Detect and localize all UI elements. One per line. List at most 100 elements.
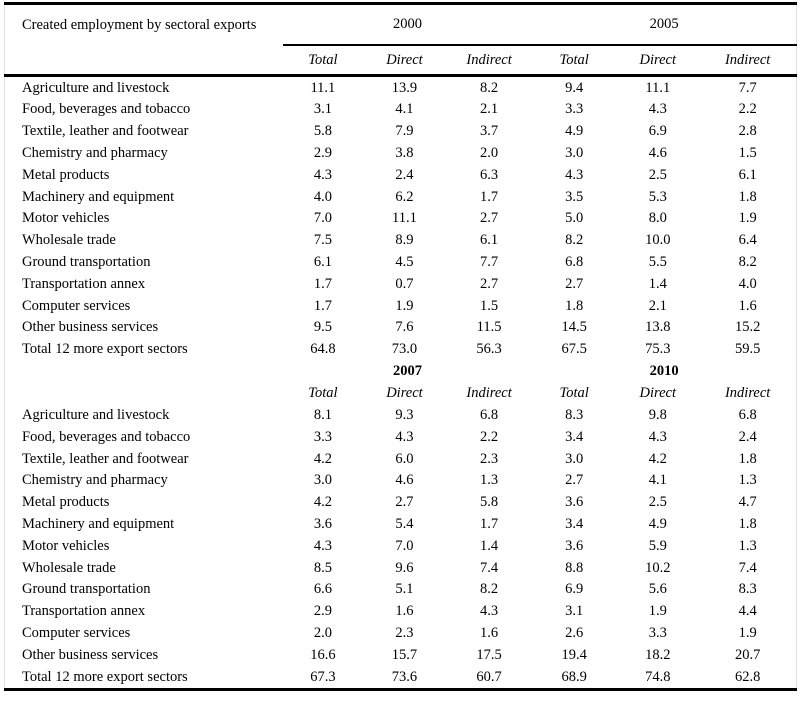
- value-indirect-b: 2.8: [738, 123, 757, 140]
- value-total-a: 3.3: [313, 428, 332, 445]
- value-direct-b: 5.5: [648, 254, 667, 271]
- value-direct-a: 73.6: [391, 668, 418, 685]
- table-row: Metal products 4.3 2.4 6.3 4.3 2.5 6.1: [5, 164, 797, 186]
- value-indirect-b: 1.6: [738, 297, 757, 314]
- value-total-b: 4.9: [565, 123, 584, 140]
- table-row: Other business services 9.5 7.6 11.5 14.…: [5, 317, 797, 339]
- value-indirect-a: 7.7: [480, 254, 499, 271]
- value-direct-b: 6.9: [648, 123, 667, 140]
- col-header-direct: Direct: [616, 45, 700, 77]
- value-direct-a: 73.0: [391, 341, 418, 358]
- table-row: Chemistry and pharmacy 3.0 4.6 1.3 2.7 4…: [5, 470, 797, 492]
- value-total-b: 2.7: [565, 472, 584, 489]
- table-row: Motor vehicles 7.0 11.1 2.7 5.0 8.0 1.9: [5, 208, 797, 230]
- value-total-a: 6.6: [313, 581, 332, 598]
- value-total-a: 9.5: [313, 319, 332, 336]
- value-total-a: 1.7: [313, 275, 332, 292]
- value-indirect-b: 8.3: [738, 581, 757, 598]
- value-indirect-b: 1.8: [738, 450, 757, 467]
- value-direct-b: 2.5: [648, 166, 667, 183]
- value-total-b: 3.6: [565, 494, 584, 511]
- value-direct-b: 4.2: [648, 450, 667, 467]
- value-direct-a: 3.8: [395, 145, 414, 162]
- value-indirect-a: 6.1: [480, 232, 499, 249]
- value-total-b: 3.6: [565, 537, 584, 554]
- value-indirect-a: 7.4: [480, 559, 499, 576]
- sector-label: Motor vehicles: [22, 537, 110, 554]
- value-direct-b: 1.4: [648, 275, 667, 292]
- value-direct-a: 7.9: [395, 123, 414, 140]
- col-header-indirect: Indirect: [699, 45, 797, 77]
- value-indirect-a: 5.8: [480, 494, 499, 511]
- empty-cell: [5, 382, 283, 404]
- value-total-b: 6.9: [565, 581, 584, 598]
- value-indirect-a: 1.5: [480, 297, 499, 314]
- value-direct-b: 2.1: [648, 297, 667, 314]
- value-indirect-b: 4.7: [738, 494, 757, 511]
- value-direct-b: 4.3: [648, 101, 667, 118]
- value-direct-b: 74.8: [645, 668, 671, 685]
- value-direct-b: 5.6: [648, 581, 667, 598]
- table-row: Textile, leather and footwear 5.8 7.9 3.…: [5, 121, 797, 143]
- table-row: Transportation annex 2.9 1.6 4.3 3.1 1.9…: [5, 601, 797, 623]
- sector-label: Other business services: [22, 319, 159, 336]
- value-direct-a: 11.1: [392, 210, 417, 227]
- sector-label: Total 12 more export sectors: [22, 668, 188, 685]
- col-header-direct: Direct: [639, 385, 677, 402]
- value-indirect-a: 8.2: [480, 79, 499, 96]
- value-indirect-a: 2.0: [480, 145, 499, 162]
- value-indirect-b: 62.8: [734, 668, 761, 685]
- value-indirect-b: 20.7: [734, 646, 761, 663]
- value-indirect-a: 3.7: [480, 123, 499, 140]
- value-direct-b: 9.8: [648, 407, 667, 423]
- sector-label: Textile, leather and footwear: [22, 123, 189, 140]
- value-direct-a: 7.6: [395, 319, 414, 336]
- sector-label: Wholesale trade: [22, 232, 116, 249]
- value-direct-b: 10.0: [645, 232, 671, 249]
- value-total-a: 4.2: [313, 450, 332, 467]
- value-direct-a: 5.1: [395, 581, 414, 598]
- value-direct-b: 18.2: [645, 646, 671, 663]
- sector-label: Transportation annex: [22, 275, 146, 292]
- value-direct-a: 4.6: [395, 472, 414, 489]
- value-direct-b: 1.9: [648, 603, 667, 620]
- value-total-a: 8.1: [313, 407, 332, 423]
- col-header-total: Total: [308, 385, 338, 402]
- value-total-a: 4.2: [313, 494, 332, 511]
- sector-label: Computer services: [22, 297, 131, 314]
- value-indirect-a: 56.3: [476, 341, 502, 358]
- table-row: Computer services 1.7 1.9 1.5 1.8 2.1 1.…: [5, 295, 797, 317]
- value-total-b: 3.5: [565, 188, 584, 205]
- sector-label: Metal products: [22, 494, 110, 511]
- table-row: Agriculture and livestock 11.1 13.9 8.2 …: [5, 76, 797, 99]
- value-total-b: 6.8: [565, 254, 584, 271]
- table-row: Agriculture and livestock 8.1 9.3 6.8 8.…: [5, 404, 797, 426]
- value-total-b: 3.3: [565, 101, 584, 118]
- sector-label: Chemistry and pharmacy: [22, 472, 168, 489]
- sector-label: Ground transportation: [22, 254, 151, 271]
- value-total-b: 9.4: [565, 79, 584, 96]
- value-indirect-a: 2.1: [480, 101, 499, 118]
- value-indirect-a: 2.2: [480, 428, 499, 445]
- value-direct-b: 5.9: [648, 537, 667, 554]
- value-indirect-a: 1.7: [480, 188, 499, 205]
- value-indirect-a: 6.8: [480, 407, 499, 423]
- value-direct-b: 3.3: [648, 624, 667, 641]
- value-indirect-b: 8.2: [738, 254, 757, 271]
- value-indirect-a: 2.7: [480, 210, 499, 227]
- empty-cell: [4, 45, 283, 77]
- value-total-b: 4.3: [565, 166, 584, 183]
- value-indirect-a: 11.5: [476, 319, 502, 336]
- table-title: Created employment by sectoral exports: [22, 16, 257, 33]
- table-row: Textile, leather and footwear 4.2 6.0 2.…: [5, 448, 797, 470]
- value-direct-a: 7.0: [395, 537, 414, 554]
- value-indirect-b: 4.0: [738, 275, 757, 292]
- year-header-2007: 2007: [392, 363, 422, 380]
- col-header-total: Total: [532, 45, 617, 77]
- value-direct-b: 8.0: [648, 210, 667, 227]
- value-direct-a: 8.9: [395, 232, 414, 249]
- value-total-a: 4.3: [313, 537, 332, 554]
- col-header-indirect: Indirect: [446, 45, 533, 77]
- value-indirect-a: 2.3: [480, 450, 499, 467]
- sector-label: Computer services: [22, 624, 131, 641]
